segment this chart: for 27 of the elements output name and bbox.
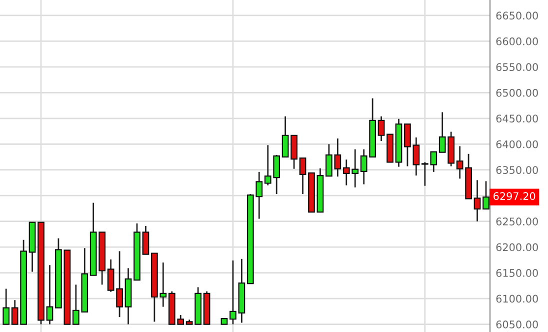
candlestick bbox=[290, 134, 298, 170]
candlestick bbox=[299, 157, 306, 195]
candlestick bbox=[456, 145, 464, 180]
candlestick bbox=[2, 288, 10, 325]
y-tick-label: 6150.00 bbox=[496, 269, 538, 277]
candlestick bbox=[282, 116, 289, 158]
y-tick-label: 6650.00 bbox=[496, 12, 538, 20]
y-tick-label: 6100.00 bbox=[496, 294, 538, 303]
y-tick-label: 6050.00 bbox=[496, 320, 538, 328]
y-tick-label: 6600.00 bbox=[496, 37, 538, 46]
candlestick bbox=[378, 116, 385, 142]
candlestick bbox=[46, 264, 54, 325]
y-tick-label: 6500.00 bbox=[496, 88, 538, 97]
candlestick bbox=[404, 123, 411, 167]
candlestick bbox=[142, 225, 150, 255]
text: 6297.20 bbox=[494, 192, 536, 200]
y-tick-label: 6200.00 bbox=[496, 243, 538, 252]
candlestick bbox=[412, 136, 420, 176]
y-tick-label: 6450.00 bbox=[496, 114, 538, 122]
candlestick bbox=[107, 258, 114, 293]
candlestick bbox=[482, 180, 490, 210]
y-tick-label: 6250.00 bbox=[496, 218, 538, 226]
candlestick bbox=[474, 179, 481, 222]
y-tick-label: 6550.00 bbox=[496, 63, 538, 72]
y-tick-label: 6400.00 bbox=[496, 140, 538, 148]
candlestick bbox=[116, 250, 123, 318]
y-tick-label: 6350.00 bbox=[496, 166, 538, 174]
